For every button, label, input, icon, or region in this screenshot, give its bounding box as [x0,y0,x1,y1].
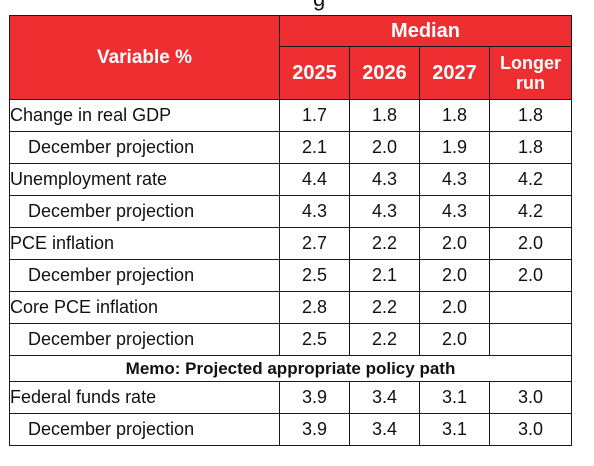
row-label: Federal funds rate [9,381,280,414]
cell-2025: 2.7 [279,227,350,260]
cell-2027: 2.0 [419,323,490,356]
memo-heading: Memo: Projected appropriate policy path [9,355,572,382]
table-row: December projection 2.5 2.2 2.0 [9,323,572,356]
cell-2027: 1.9 [419,131,490,164]
cell-longer-run: 3.0 [489,381,572,414]
cell-2025: 4.4 [279,163,350,196]
table-row: Change in real GDP 1.7 1.8 1.8 1.8 [9,99,572,132]
cell-2027: 2.0 [419,227,490,260]
table-row: December projection 4.3 4.3 4.3 4.2 [9,195,572,228]
column-header-2027: 2027 [419,46,490,100]
cell-2026: 2.0 [349,131,420,164]
row-label: Unemployment rate [9,163,280,196]
cell-2025: 2.5 [279,259,350,292]
cell-longer-run [489,323,572,356]
column-header-2026: 2026 [349,46,420,100]
cell-2026: 4.3 [349,195,420,228]
projections-table: Variable % Median 2025 2026 2027 Longer … [9,15,572,446]
cell-longer-run: 1.8 [489,99,572,132]
cell-2026: 2.2 [349,323,420,356]
row-label: December projection [9,413,280,446]
cell-2025: 4.3 [279,195,350,228]
table-row: December projection 2.5 2.1 2.0 2.0 [9,259,572,292]
row-label: Core PCE inflation [9,291,280,324]
cell-2027: 2.0 [419,291,490,324]
table-row: Federal funds rate 3.9 3.4 3.1 3.0 [9,381,572,414]
row-label: December projection [9,131,280,164]
cell-2027: 2.0 [419,259,490,292]
cell-longer-run: 2.0 [489,259,572,292]
table-row: Unemployment rate 4.4 4.3 4.3 4.2 [9,163,572,196]
cell-2026: 2.2 [349,291,420,324]
table-row: PCE inflation 2.7 2.2 2.0 2.0 [9,227,572,260]
cell-2026: 2.2 [349,227,420,260]
cell-2027: 1.8 [419,99,490,132]
row-label: Change in real GDP [9,99,280,132]
table-row: December projection 2.1 2.0 1.9 1.8 [9,131,572,164]
row-label: December projection [9,259,280,292]
row-label: PCE inflation [9,227,280,260]
column-header-longer-run: Longer run [489,46,572,100]
cell-2026: 3.4 [349,413,420,446]
median-group-header: Median [279,15,572,47]
table-row: Core PCE inflation 2.8 2.2 2.0 [9,291,572,324]
cell-2026: 4.3 [349,163,420,196]
cell-longer-run [489,291,572,324]
variable-header: Variable % [9,15,280,100]
cell-2025: 2.1 [279,131,350,164]
column-header-2025: 2025 [279,46,350,100]
cell-longer-run: 4.2 [489,163,572,196]
cell-2026: 3.4 [349,381,420,414]
cell-longer-run: 1.8 [489,131,572,164]
cell-2025: 3.9 [279,381,350,414]
clipped-title-fragment: g [0,0,594,20]
cell-2025: 2.5 [279,323,350,356]
memo-row: Memo: Projected appropriate policy path [9,355,572,382]
row-label: December projection [9,323,280,356]
table-row: December projection 3.9 3.4 3.1 3.0 [9,413,572,446]
cell-longer-run: 4.2 [489,195,572,228]
cell-2026: 2.1 [349,259,420,292]
cell-2027: 4.3 [419,163,490,196]
clipped-title-text: g [313,0,325,12]
row-label: December projection [9,195,280,228]
cell-2027: 4.3 [419,195,490,228]
cell-2025: 2.8 [279,291,350,324]
cell-2025: 3.9 [279,413,350,446]
cell-longer-run: 2.0 [489,227,572,260]
cell-2027: 3.1 [419,381,490,414]
cell-2027: 3.1 [419,413,490,446]
cell-2025: 1.7 [279,99,350,132]
cell-2026: 1.8 [349,99,420,132]
cell-longer-run: 3.0 [489,413,572,446]
